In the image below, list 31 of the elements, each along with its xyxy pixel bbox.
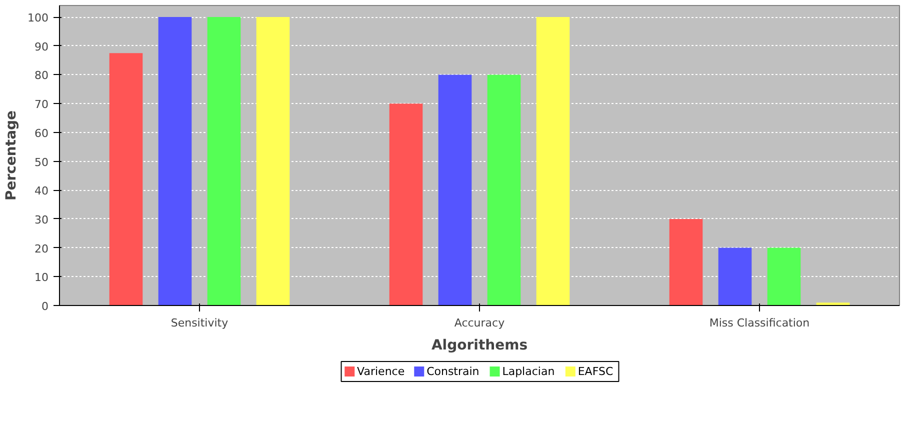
bar [109, 53, 143, 306]
y-axis-title: Percentage [4, 110, 20, 201]
y-tick-label: 70 [34, 98, 49, 112]
bar [767, 248, 801, 306]
x-tick-label: Sensitivity [170, 316, 229, 330]
x-tick-label: Accuracy [454, 316, 506, 330]
y-tick-label: 80 [34, 69, 49, 82]
bar [718, 248, 752, 306]
y-tick-label: 10 [34, 271, 49, 284]
legend-label: EAFSC [578, 365, 614, 378]
y-tick-label: 40 [34, 184, 49, 198]
y-tick-label: 100 [28, 12, 49, 25]
bar [536, 17, 570, 306]
bar [669, 218, 703, 306]
bar [207, 17, 241, 306]
bar [438, 74, 472, 306]
legend-label: Laplacian [502, 365, 555, 378]
y-tick-label: 0 [42, 300, 48, 313]
bar [487, 74, 521, 306]
y-tick-label: 60 [34, 126, 49, 140]
bar [389, 104, 423, 306]
y-tick-label: 20 [34, 242, 49, 256]
bar [158, 17, 192, 306]
legend-label: Constrain [426, 365, 480, 378]
x-tick-label: Miss Classification [709, 316, 810, 330]
bar [256, 17, 290, 306]
legend-label: Varience [357, 365, 405, 378]
y-tick-label: 90 [34, 40, 49, 54]
y-tick-label: 50 [34, 156, 49, 169]
x-axis-title: Algorithems [431, 338, 528, 354]
y-tick-label: 30 [34, 213, 49, 226]
